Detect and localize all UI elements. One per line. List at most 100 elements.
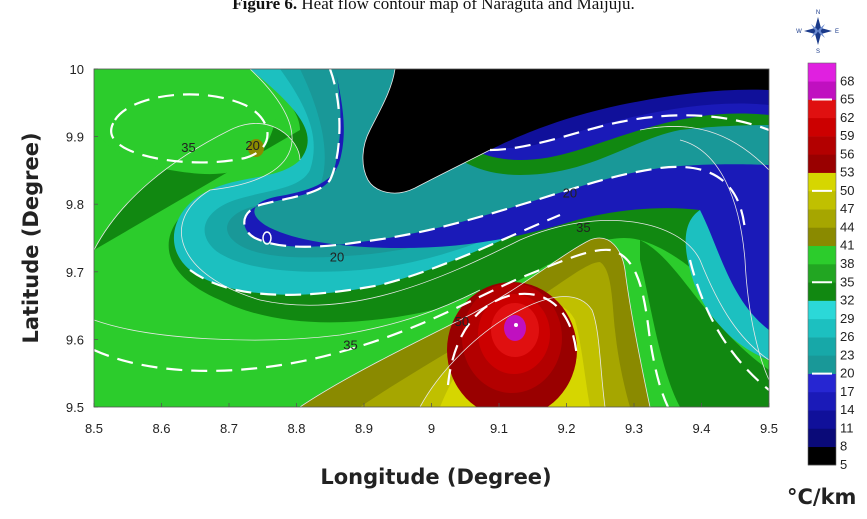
colorbar-segment <box>808 355 836 374</box>
contour-small-loop <box>262 231 272 245</box>
contour-value-label: 20 <box>563 185 577 200</box>
colorbar-tick-label: 41 <box>840 238 854 253</box>
compass-east-label: E <box>835 29 839 35</box>
contour-value-label: 35 <box>576 220 590 235</box>
x-tick-label: 9.5 <box>760 421 778 436</box>
colorbar-tick-label: 23 <box>840 347 854 362</box>
contour-line <box>679 139 769 381</box>
major-contour-line-20-right <box>489 114 769 152</box>
colorbar-tick-label: 11 <box>840 420 854 435</box>
colorbar-tick-label: 26 <box>840 329 854 344</box>
compass-north-label: N <box>816 10 820 16</box>
y-axis-label: Latitude (Degree) <box>19 132 43 343</box>
colorbar-segment <box>808 227 836 247</box>
max-anomaly-point <box>514 323 518 327</box>
colorbar-segment <box>808 172 836 192</box>
colorbar-tick-label: 59 <box>840 128 854 143</box>
x-tick-label: 8.7 <box>220 421 238 436</box>
colorbar-tick-label: 38 <box>840 256 854 271</box>
y-tick-label: 9.8 <box>66 197 84 212</box>
contour-small-anomaly <box>248 139 264 157</box>
colorbar-tick-label: 5 <box>840 457 847 472</box>
contour-line <box>639 125 769 171</box>
contour-band-5-8 <box>362 69 769 194</box>
colorbar-segment <box>808 446 836 466</box>
x-axis-ticks: 8.5 8.6 8.7 8.8 8.9 9 9.1 9.2 9.3 9.4 9.5 <box>85 403 778 436</box>
x-tick-label: 8.9 <box>355 421 373 436</box>
major-contour-lines <box>94 69 769 407</box>
colorbar-tick-label: 32 <box>840 293 854 308</box>
colorbar-tick-label: 14 <box>840 402 854 417</box>
x-tick-label: 8.8 <box>287 421 305 436</box>
colorbar-segment <box>808 391 836 411</box>
colorbar-tick-label: 68 <box>840 73 854 88</box>
contour-value-label: 50 <box>455 314 469 329</box>
y-axis-ticks: 9.5 9.6 9.7 9.8 9.9 10 <box>66 62 98 415</box>
colorbar-segment <box>808 282 836 301</box>
colorbar-segment <box>808 264 836 283</box>
major-contour-line-35-ellipse <box>110 93 269 164</box>
colorbar-segment <box>808 154 836 173</box>
colorbar-segment <box>808 209 836 228</box>
contour-line <box>419 296 606 407</box>
colorbar-segment <box>808 337 836 356</box>
colorbar-tick-label: 8 <box>840 439 847 454</box>
x-tick-label: 9.1 <box>490 421 508 436</box>
compass-west-label: W <box>796 29 802 35</box>
colorbar-tick-label: 62 <box>840 110 854 125</box>
compass-rose-icon: N S E W <box>796 10 839 55</box>
colorbar-segment <box>808 117 836 137</box>
contour-band-20-23 <box>227 69 769 258</box>
contour-plot-area <box>94 69 769 407</box>
colorbar-segment <box>808 245 836 265</box>
major-contour-line-50 <box>446 292 579 386</box>
contour-band-65-68 <box>504 315 526 341</box>
colorbar-segment <box>808 190 836 210</box>
colorbar-segment <box>808 99 836 119</box>
contour-value-label: 20 <box>330 250 344 265</box>
figure-caption-text: Heat flow contour map of Naraguta and Ma… <box>297 0 635 13</box>
contour-band-14-20 <box>244 69 769 360</box>
contour-band-38-41-ellipse <box>111 94 268 163</box>
y-tick-label: 9.5 <box>66 400 84 415</box>
major-contour-line-35 <box>94 248 669 407</box>
colorbar-tick-label: 47 <box>840 201 854 216</box>
x-tick-label: 9.2 <box>557 421 575 436</box>
colorbar-tick-label: 44 <box>840 219 854 234</box>
colorbar-segment <box>808 63 836 82</box>
colorbar-segment <box>808 428 836 448</box>
x-tick-label: 8.6 <box>152 421 170 436</box>
colorbar-tick-label: 35 <box>840 274 854 289</box>
colorbar-tick-label: 17 <box>840 384 854 399</box>
y-tick-label: 9.9 <box>66 130 84 145</box>
colorbar-tick-label: 20 <box>840 366 854 381</box>
colorbar: 5 8 11 14 17 20 23 26 29 32 35 38 41 44 47 50 53 56 59 62 65… <box>807 62 854 472</box>
x-tick-label: 9 <box>428 421 435 436</box>
colorbar-tick-label: 50 <box>840 183 854 198</box>
colorbar-tick-label: 53 <box>840 165 854 180</box>
colorbar-segment <box>808 373 836 393</box>
contour-value-label: 35 <box>181 140 195 155</box>
contour-line <box>94 289 481 341</box>
figure-caption: Figure 6. Heat flow contour map of Narag… <box>0 0 867 14</box>
x-tick-label: 9.4 <box>692 421 710 436</box>
y-tick-label: 10 <box>70 62 84 77</box>
major-contour-line-20-bottom <box>189 213 561 296</box>
major-contour-line-20-upper <box>243 69 747 248</box>
contour-label-layer: 35 20 20 35 20 35 50 <box>181 138 590 352</box>
x-tick-label: 8.5 <box>85 421 103 436</box>
colorbar-segment <box>808 136 836 155</box>
colorbar-tick-label: 65 <box>840 92 854 107</box>
contour-line <box>362 69 491 194</box>
colorbar-segment <box>808 300 836 320</box>
colorbar-unit-label: °C/km <box>787 485 857 509</box>
y-tick-label: 9.7 <box>66 265 84 280</box>
figure-caption-prefix: Figure 6. <box>232 0 298 13</box>
x-tick-label: 9.3 <box>625 421 643 436</box>
contour-lines <box>94 69 769 407</box>
colorbar-segment <box>808 318 836 338</box>
compass-south-label: S <box>816 49 820 55</box>
major-contour-line-35-right <box>688 259 769 391</box>
contour-value-label: 20 <box>245 138 259 153</box>
